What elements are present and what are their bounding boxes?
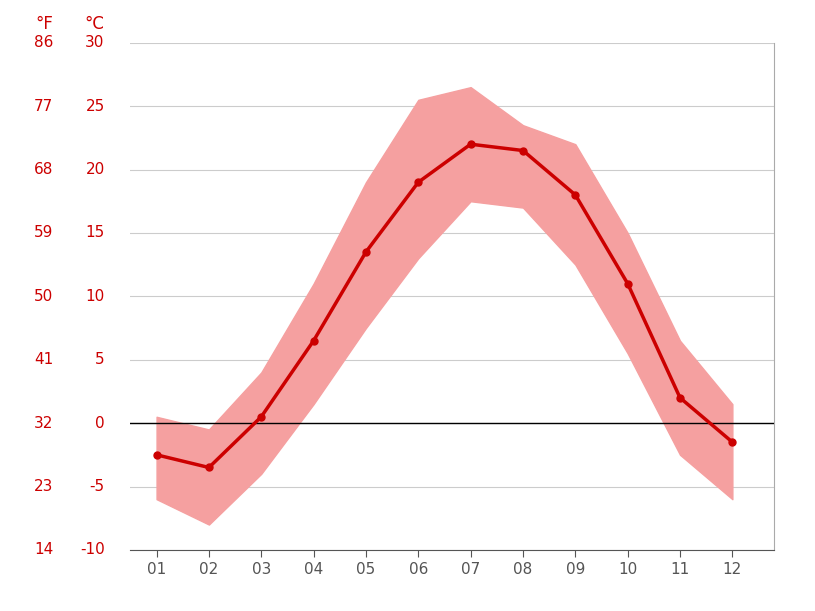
Text: 32: 32	[33, 415, 53, 431]
Text: 20: 20	[86, 162, 104, 177]
Text: 50: 50	[34, 289, 53, 304]
Text: 86: 86	[33, 35, 53, 50]
Text: 0: 0	[95, 415, 104, 431]
Text: -10: -10	[80, 543, 104, 557]
Text: 5: 5	[95, 352, 104, 367]
Text: 30: 30	[86, 35, 104, 50]
Text: °C: °C	[85, 15, 104, 32]
Text: 25: 25	[86, 98, 104, 114]
Text: 59: 59	[33, 225, 53, 241]
Text: 14: 14	[34, 543, 53, 557]
Text: 41: 41	[34, 352, 53, 367]
Text: -5: -5	[90, 479, 104, 494]
Text: 23: 23	[33, 479, 53, 494]
Text: 77: 77	[34, 98, 53, 114]
Text: 10: 10	[86, 289, 104, 304]
Text: 68: 68	[33, 162, 53, 177]
Text: °F: °F	[35, 15, 53, 32]
Text: 15: 15	[86, 225, 104, 241]
